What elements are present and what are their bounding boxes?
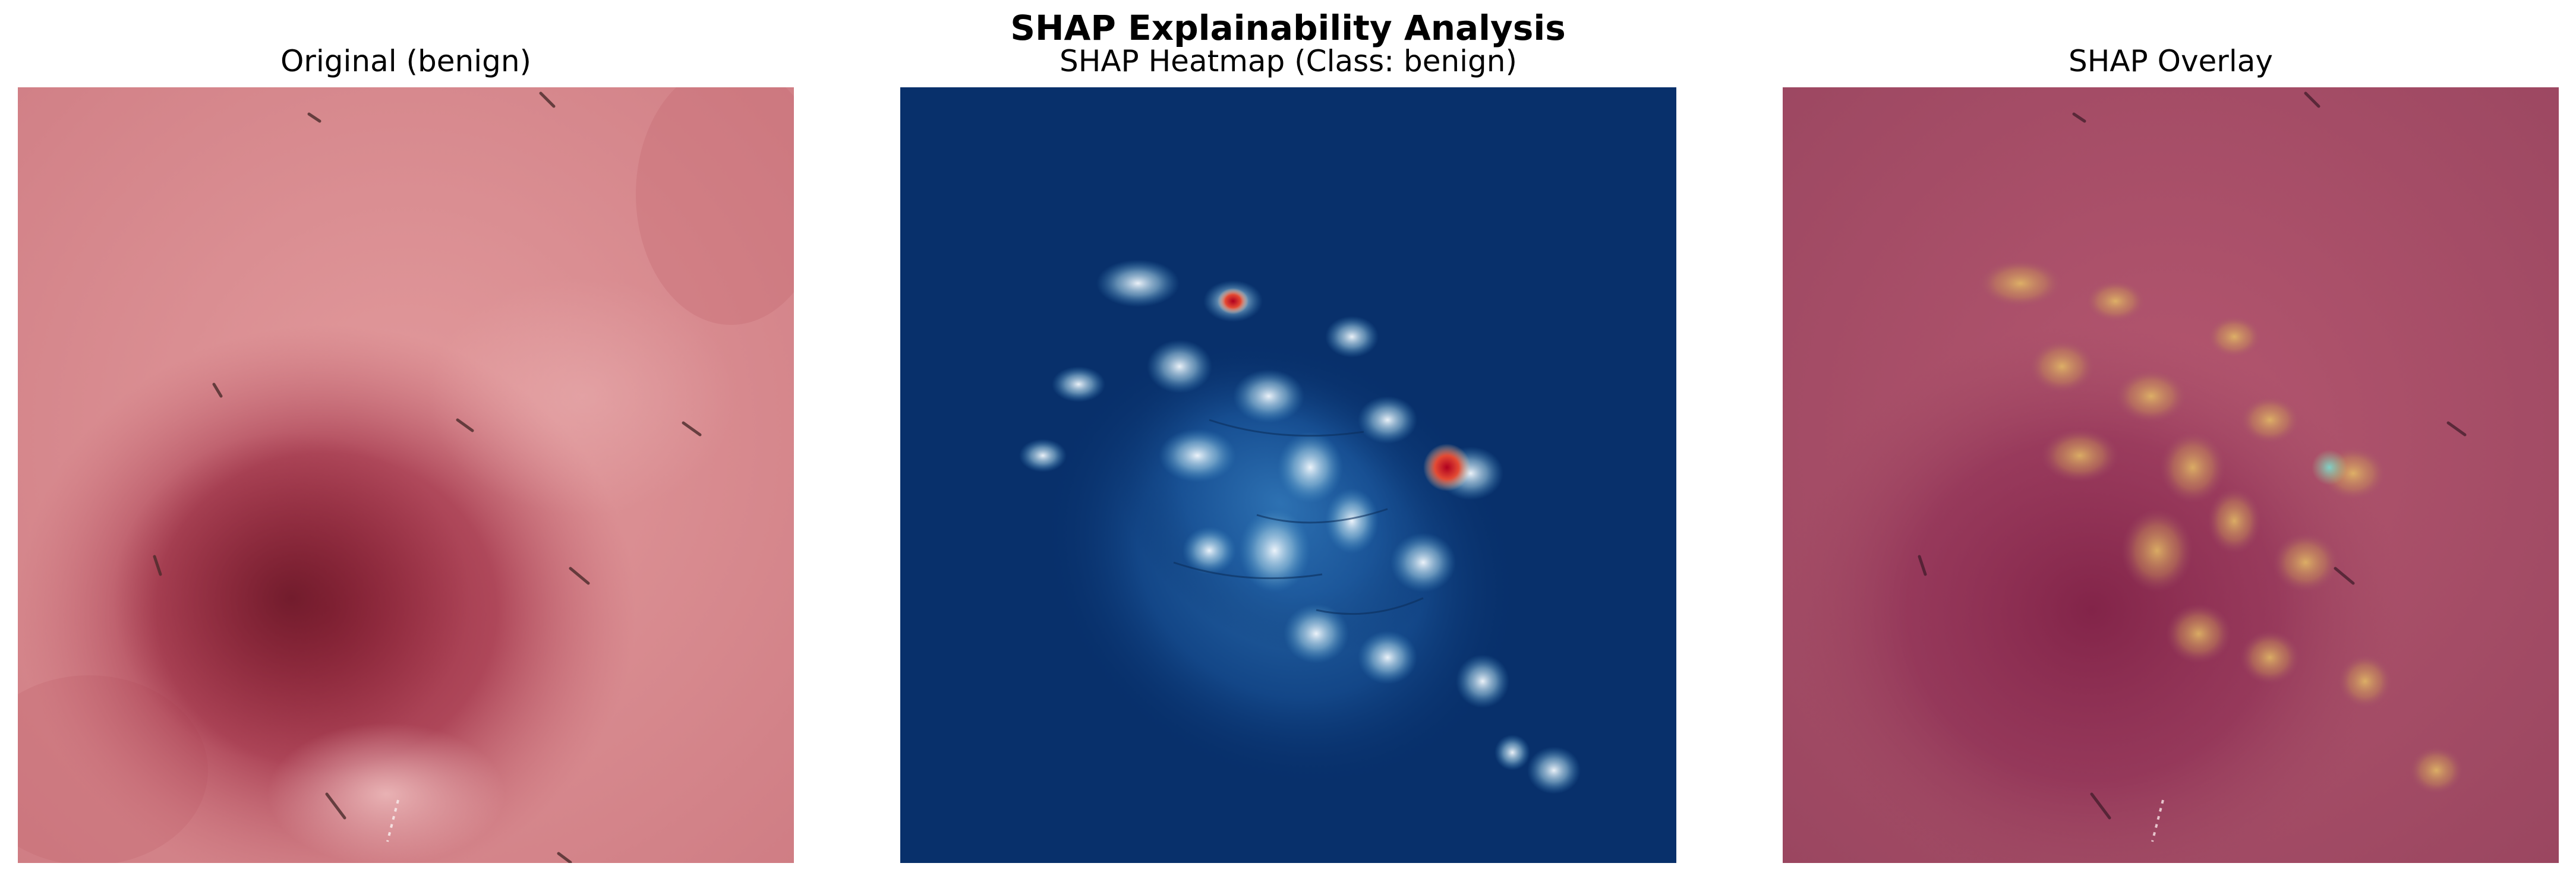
shap-heatmap bbox=[900, 87, 1676, 863]
original-image-panel bbox=[18, 87, 794, 863]
shap-overlay-panel bbox=[1783, 87, 2559, 863]
panel-title-original: Original (benign) bbox=[280, 44, 532, 78]
figure-title: SHAP Explainability Analysis bbox=[1010, 8, 1566, 48]
panel-title-heatmap: SHAP Heatmap (Class: benign) bbox=[1060, 44, 1517, 78]
shap-overlay bbox=[1783, 87, 2559, 863]
panel-title-overlay: SHAP Overlay bbox=[2069, 44, 2273, 78]
original-image bbox=[18, 87, 794, 863]
shap-heatmap-panel bbox=[900, 87, 1676, 863]
